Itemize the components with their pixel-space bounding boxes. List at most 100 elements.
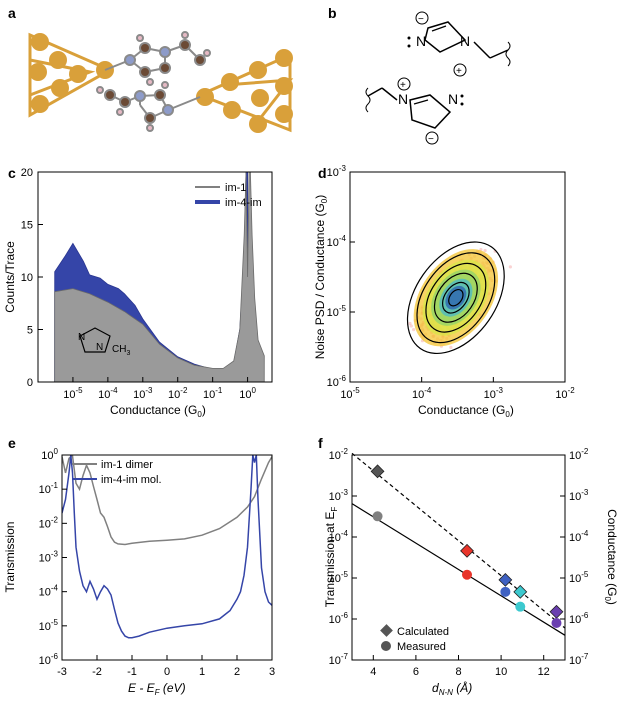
panel-label-c: c [8,165,16,181]
panel-label-f: f [318,435,323,451]
x-tick-label: 10-3 [484,386,504,401]
x-tick-label: 10-2 [555,386,575,401]
data-point-calculated [460,543,474,558]
imidazole-structure-bottom: N N + − [365,77,464,145]
y-tick-label: 20 [21,167,33,179]
contour-line [425,262,487,333]
x-axis-label: Conductance (G0) [110,403,206,419]
x-tick-label: 0 [164,666,170,678]
x-axis-label: Conductance (G0) [418,403,514,419]
gold-electrode-right [196,49,294,133]
y-tick-label: 10-1 [39,481,59,496]
x-tick-label: 10-2 [168,386,188,401]
y-tick-label-left: 10-4 [329,529,349,544]
y-tick-label: 10-5 [39,618,59,633]
x-tick-label: 3 [269,666,275,678]
y-axis-label-right: Conductance (G0) [603,509,619,605]
legend-label: im-1 dimer [101,459,153,471]
x-tick-label: 1 [199,666,205,678]
legend: Calculated Measured [380,624,449,653]
contour-line [441,281,470,314]
series-line-im-4-im mol. [62,455,272,639]
nitrogen-label: N [96,342,103,353]
scatter-point [412,328,416,332]
y-tick-label-left: 10-5 [329,570,349,585]
nitrogen-label: N [448,91,458,107]
methyl-group-label: CH3 [112,344,130,357]
legend-label: im-4-im mol. [101,474,162,486]
legend: im-1 dimer im-4-im mol. [72,459,162,486]
nitrogen-label: N [416,33,426,49]
minus-sign: − [418,14,424,25]
plot-area: 10-5 10-4 10-3 10-210-610-510-410-3Conducta… [313,164,575,419]
y-tick-label-left: 10-3 [329,488,349,503]
x-axis-label: E - EF (eV) [128,681,186,697]
x-tick-label: 2 [234,666,240,678]
x-tick-label: -2 [92,666,102,678]
x-tick-label: 10-3 [133,386,153,401]
density-fill [445,285,467,310]
junction-illustration [28,31,294,133]
legend-label: Calculated [397,626,449,638]
y-tick-label-left: 10-6 [329,611,349,626]
y-axis-label: Counts/Trace [3,241,17,313]
legend-label: im-4-im [225,197,262,209]
decay-chart: 4 6 8 10 12 10-7 10-7 10-6 10-6 10-5 10-5 10-4 10-4 1… [323,447,619,697]
data-point-calculated [498,572,513,587]
y-tick-label: 15 [21,220,33,232]
x-tick-label: 4 [370,666,376,678]
y-tick-label: 10-3 [327,164,347,179]
y-tick-label-right: 10-4 [569,529,589,544]
x-tick-label: 10-4 [412,386,432,401]
imidazole-upper [104,31,211,86]
data-point-calculated [549,604,564,619]
y-tick-label-left: 10-2 [329,447,349,462]
y-tick-label: 10 [21,272,33,284]
y-axis-label: Noise PSD / Conductance (G0) [313,195,329,360]
scatter-point [483,248,487,253]
y-tick-label-right: 10-5 [569,570,589,585]
x-tick-label: 8 [455,666,461,678]
contour-line [406,241,505,355]
data-point-measured [462,569,473,580]
legend-label: im-1 [225,182,246,194]
data-point-measured [551,617,562,628]
x-tick-label: 12 [538,666,550,678]
legend: im-1 im-4-im [195,182,262,209]
series-area-im-1 [54,172,265,382]
fit-line-calculated [351,452,566,629]
inset-structure: N N CH3 [78,327,130,357]
y-axis-label: Transmission [3,522,17,593]
transmission-chart: -3 -2 -1 0 1 2 3 10-6 10-5 10-4 10-3 10-2 10-1 100 E -… [3,447,275,697]
data-point-measured [515,601,526,612]
panel-label-a: a [8,5,16,21]
minus-sign: − [428,134,434,145]
x-tick-label: 10-5 [63,386,83,401]
contour-line [433,272,478,323]
y-axis-label-left: Transmission at EF [323,507,339,608]
panel-label-d: d [318,165,327,181]
panel-label-b: b [328,5,337,21]
y-tick-label-right: 10-6 [569,611,589,626]
nitrogen-label: N [78,332,85,343]
x-tick-label: 100 [239,386,256,401]
x-tick-label: 10-1 [203,386,223,401]
x-tick-label: 10 [495,666,507,678]
y-tick-label-left: 10-7 [329,652,349,667]
imidazole-structure-top: N N − + [407,11,511,77]
x-tick-label: 10-4 [98,386,118,401]
y-tick-label: 10-3 [39,550,59,565]
plot-area: -3 -2 -1 0 1 2 3 10-6 10-5 10-4 10-3 10-2 10-1 100 E -… [3,447,275,697]
x-tick-label: -1 [127,666,137,678]
series-line-im-1 dimer [62,455,272,546]
x-tick-label: -3 [57,666,67,678]
y-tick-label-right: 10-2 [569,447,589,462]
nitrogen-label: N [460,33,470,49]
plus-sign: + [400,80,406,91]
histogram-chart: 0 5 10 15 20 10-5 10-4 10-3 10-2 10-1 100 Conductan… [3,167,273,419]
y-tick-label-right: 10-3 [569,488,589,503]
y-tick-label: 10-2 [39,515,59,530]
y-tick-label: 10-4 [327,234,347,249]
y-tick-label: 10-6 [39,652,59,667]
